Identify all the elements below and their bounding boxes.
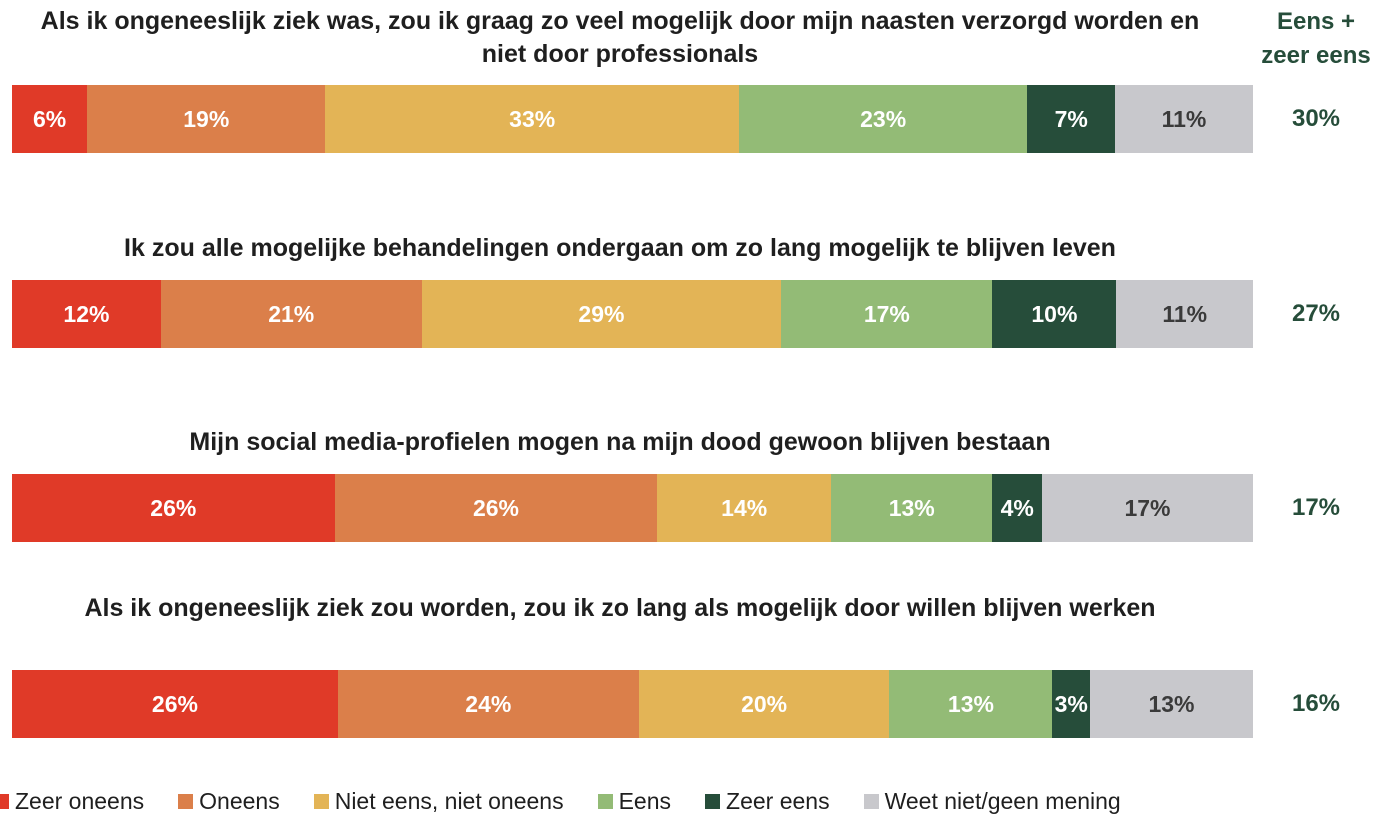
bar-segment: 33% <box>325 85 740 153</box>
value-label: 17% <box>863 300 910 327</box>
legend-swatch <box>705 794 721 809</box>
legend-item: Zeer oneens <box>0 788 144 815</box>
legend-label: Eens <box>618 788 672 814</box>
bar-segment: 14% <box>657 474 832 542</box>
value-label: 33% <box>509 105 556 132</box>
bar-segment: 24% <box>337 670 639 738</box>
legend-swatch <box>597 794 613 809</box>
bar-segment: 12% <box>12 280 161 348</box>
legend-swatch <box>178 794 194 809</box>
legend-swatch <box>313 794 329 809</box>
total-label: 27% <box>1291 300 1341 327</box>
bar-segment: 17% <box>781 280 993 348</box>
bar-segment: 21% <box>160 280 422 348</box>
value-label: 3% <box>1054 690 1088 717</box>
bar-segment: 7% <box>1027 85 1116 153</box>
value-label: 11% <box>1161 105 1207 132</box>
value-label: 13% <box>1148 690 1195 717</box>
legend-item: Weet niet/geen mening <box>863 788 1121 815</box>
value-label: 26% <box>472 494 519 521</box>
bar-segment: 20% <box>638 670 890 738</box>
bar-segment: 10% <box>992 280 1117 348</box>
bar-segment: 26% <box>12 474 335 542</box>
legend-label: Zeer eens <box>726 788 830 814</box>
legend-item: Zeer eens <box>705 788 830 815</box>
legend-swatch <box>863 794 879 809</box>
stacked-bar: 26% 26% 14% 13% 4% 17% <box>12 474 1253 542</box>
legend-item: Eens <box>597 788 672 815</box>
value-label: 21% <box>268 300 315 327</box>
total-label: 30% <box>1291 105 1341 132</box>
total-label: 16% <box>1291 690 1341 717</box>
value-label: 14% <box>721 494 768 521</box>
legend-label: Oneens <box>199 788 280 814</box>
stacked-bar: 6% 19% 33% 23% 7% 11% <box>12 85 1253 153</box>
bar-segment: 26% <box>12 670 338 738</box>
value-label: 6% <box>32 105 67 132</box>
value-label: 17% <box>1124 494 1171 521</box>
value-label: 23% <box>860 105 907 132</box>
value-label: 4% <box>1000 494 1034 521</box>
legend-item: Oneens <box>178 788 280 815</box>
bar-segment: 4% <box>992 474 1042 542</box>
value-label: 10% <box>1031 300 1078 327</box>
bar-segment: 11% <box>1116 280 1253 348</box>
question-title: Ik zou alle mogelijke behandelingen onde… <box>124 234 1116 262</box>
value-label: 13% <box>888 494 935 521</box>
legend-label: Zeer oneens <box>15 788 145 814</box>
value-label: 12% <box>63 300 110 327</box>
legend-swatch <box>0 794 9 809</box>
bar-segment: 6% <box>12 85 88 153</box>
bar-segment: 3% <box>1052 670 1090 738</box>
legend-label: Niet eens, niet oneens <box>334 788 564 814</box>
totals-header: Eens + zeer eens <box>1261 8 1371 69</box>
value-label: 19% <box>183 105 230 132</box>
total-label: 17% <box>1291 494 1341 521</box>
bar-segment: 19% <box>87 85 326 153</box>
value-label: 26% <box>150 494 197 521</box>
legend-item: Niet eens, niet oneens <box>313 788 564 815</box>
bar-segment: 23% <box>739 85 1028 153</box>
bar-segment: 11% <box>1115 85 1253 153</box>
question-title: Als ik ongeneeslijk ziek was, zou ik gra… <box>40 7 1200 68</box>
bar-segment: 17% <box>1042 474 1253 542</box>
value-label: 20% <box>741 690 788 717</box>
bar-segment: 26% <box>334 474 658 542</box>
value-label: 13% <box>947 690 994 717</box>
legend-label: Weet niet/geen mening <box>884 788 1121 814</box>
bar-segment: 13% <box>1090 670 1253 738</box>
value-label: 7% <box>1054 105 1088 132</box>
value-label: 11% <box>1162 300 1208 327</box>
value-label: 29% <box>578 300 625 327</box>
bar-segment: 13% <box>889 670 1053 738</box>
bar-segment: 29% <box>421 280 782 348</box>
stacked-bar: 12% 21% 29% 17% 10% 11% <box>12 280 1253 348</box>
stacked-bar: 26% 24% 20% 13% 3% 13% <box>12 670 1253 738</box>
bar-segment: 13% <box>831 474 993 542</box>
value-label: 24% <box>465 690 512 717</box>
question-title: Mijn social media-profielen mogen na mij… <box>189 428 1051 456</box>
legend: Zeer oneens Oneens Niet eens, niet oneens E… <box>0 788 1121 815</box>
question-title: Als ik ongeneeslijk ziek zou worden, zou… <box>84 594 1156 622</box>
value-label: 26% <box>151 690 198 717</box>
